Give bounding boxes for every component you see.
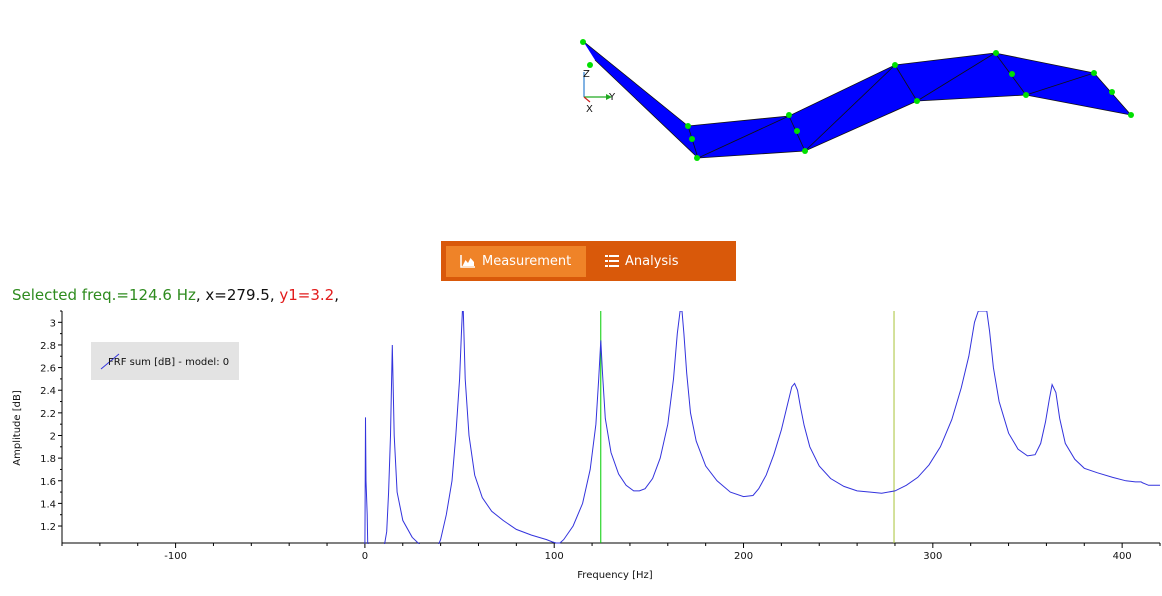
- y-axis-title: Amplitude [dB]: [12, 390, 23, 466]
- y-axis: 1.2 1.4 1.6 1.8 2 2.2 2.4 2.6 2.8 3: [40, 310, 62, 533]
- axis-triad: Z Y X: [583, 69, 616, 115]
- legend[interactable]: FRF sum [dB] - model: 0: [91, 342, 239, 380]
- y-tick-label: 2.6: [40, 364, 56, 375]
- legend-box: [91, 342, 239, 380]
- axis-label-x: X: [586, 104, 593, 115]
- axis-label-z: Z: [583, 69, 590, 80]
- y-tick-label: 1.2: [40, 522, 56, 533]
- x-tick-label: 200: [734, 551, 753, 562]
- frf-plot[interactable]: 1.2 1.4 1.6 1.8 2 2.2 2.4 2.6 2.8 3 -100 0 100 200 30…: [0, 308, 1162, 592]
- y-tick-label: 1.8: [40, 454, 56, 465]
- y-tick-label: 2.8: [40, 341, 56, 352]
- tab-measurement[interactable]: Measurement: [446, 246, 586, 277]
- area-chart-icon: [460, 255, 475, 268]
- readout-separator: ,: [334, 286, 339, 304]
- y-tick-label: 3: [50, 318, 56, 329]
- readout-separator: ,: [269, 286, 280, 304]
- tab-analysis-label: Analysis: [625, 254, 679, 269]
- selected-freq-text: Selected freq.=124.6 Hz: [12, 286, 196, 304]
- view-tab-bar: Measurement Analysis: [441, 241, 736, 281]
- legend-label: FRF sum [dB] - model: 0: [108, 357, 229, 368]
- tab-analysis[interactable]: Analysis: [593, 246, 731, 277]
- cursor-lines: [600, 311, 895, 543]
- x-tick-label: 400: [1113, 551, 1132, 562]
- mesh-surface: [583, 41, 1131, 158]
- y-tick-label: 1.6: [40, 477, 56, 488]
- cursor-readout: Selected freq.=124.6 Hz, x=279.5, y1=3.2…: [12, 286, 339, 304]
- frf-chart[interactable]: 1.2 1.4 1.6 1.8 2 2.2 2.4 2.6 2.8 3 -100 0 100 200 30…: [0, 308, 1162, 592]
- y-tick-label: 2.2: [40, 409, 56, 420]
- mesh-nodes: [580, 39, 1134, 161]
- y-tick-label: 2.4: [40, 386, 56, 397]
- x-tick-label: 100: [545, 551, 564, 562]
- model-3d-view[interactable]: Z Y X: [0, 0, 1162, 236]
- x-tick-label: -100: [164, 551, 187, 562]
- y-tick-label: 1.4: [40, 499, 56, 510]
- x-tick-label: 300: [923, 551, 942, 562]
- legend-line-swatch: [100, 353, 120, 370]
- list-icon: [605, 255, 619, 267]
- mesh-model: Z Y X: [580, 39, 1134, 161]
- x-axis: -100 0 100 200 300 400: [61, 543, 1161, 562]
- y-tick-label: 2: [50, 431, 56, 442]
- cursor-y-text: y1=3.2: [279, 286, 335, 304]
- axis-label-y: Y: [608, 92, 616, 103]
- cursor-x-text: x=279.5: [205, 286, 270, 304]
- x-axis-title: Frequency [Hz]: [577, 570, 653, 581]
- frf-series-line: [364, 311, 1160, 544]
- x-tick-label: 0: [362, 551, 368, 562]
- tab-measurement-label: Measurement: [482, 254, 572, 269]
- readout-separator: ,: [195, 286, 206, 304]
